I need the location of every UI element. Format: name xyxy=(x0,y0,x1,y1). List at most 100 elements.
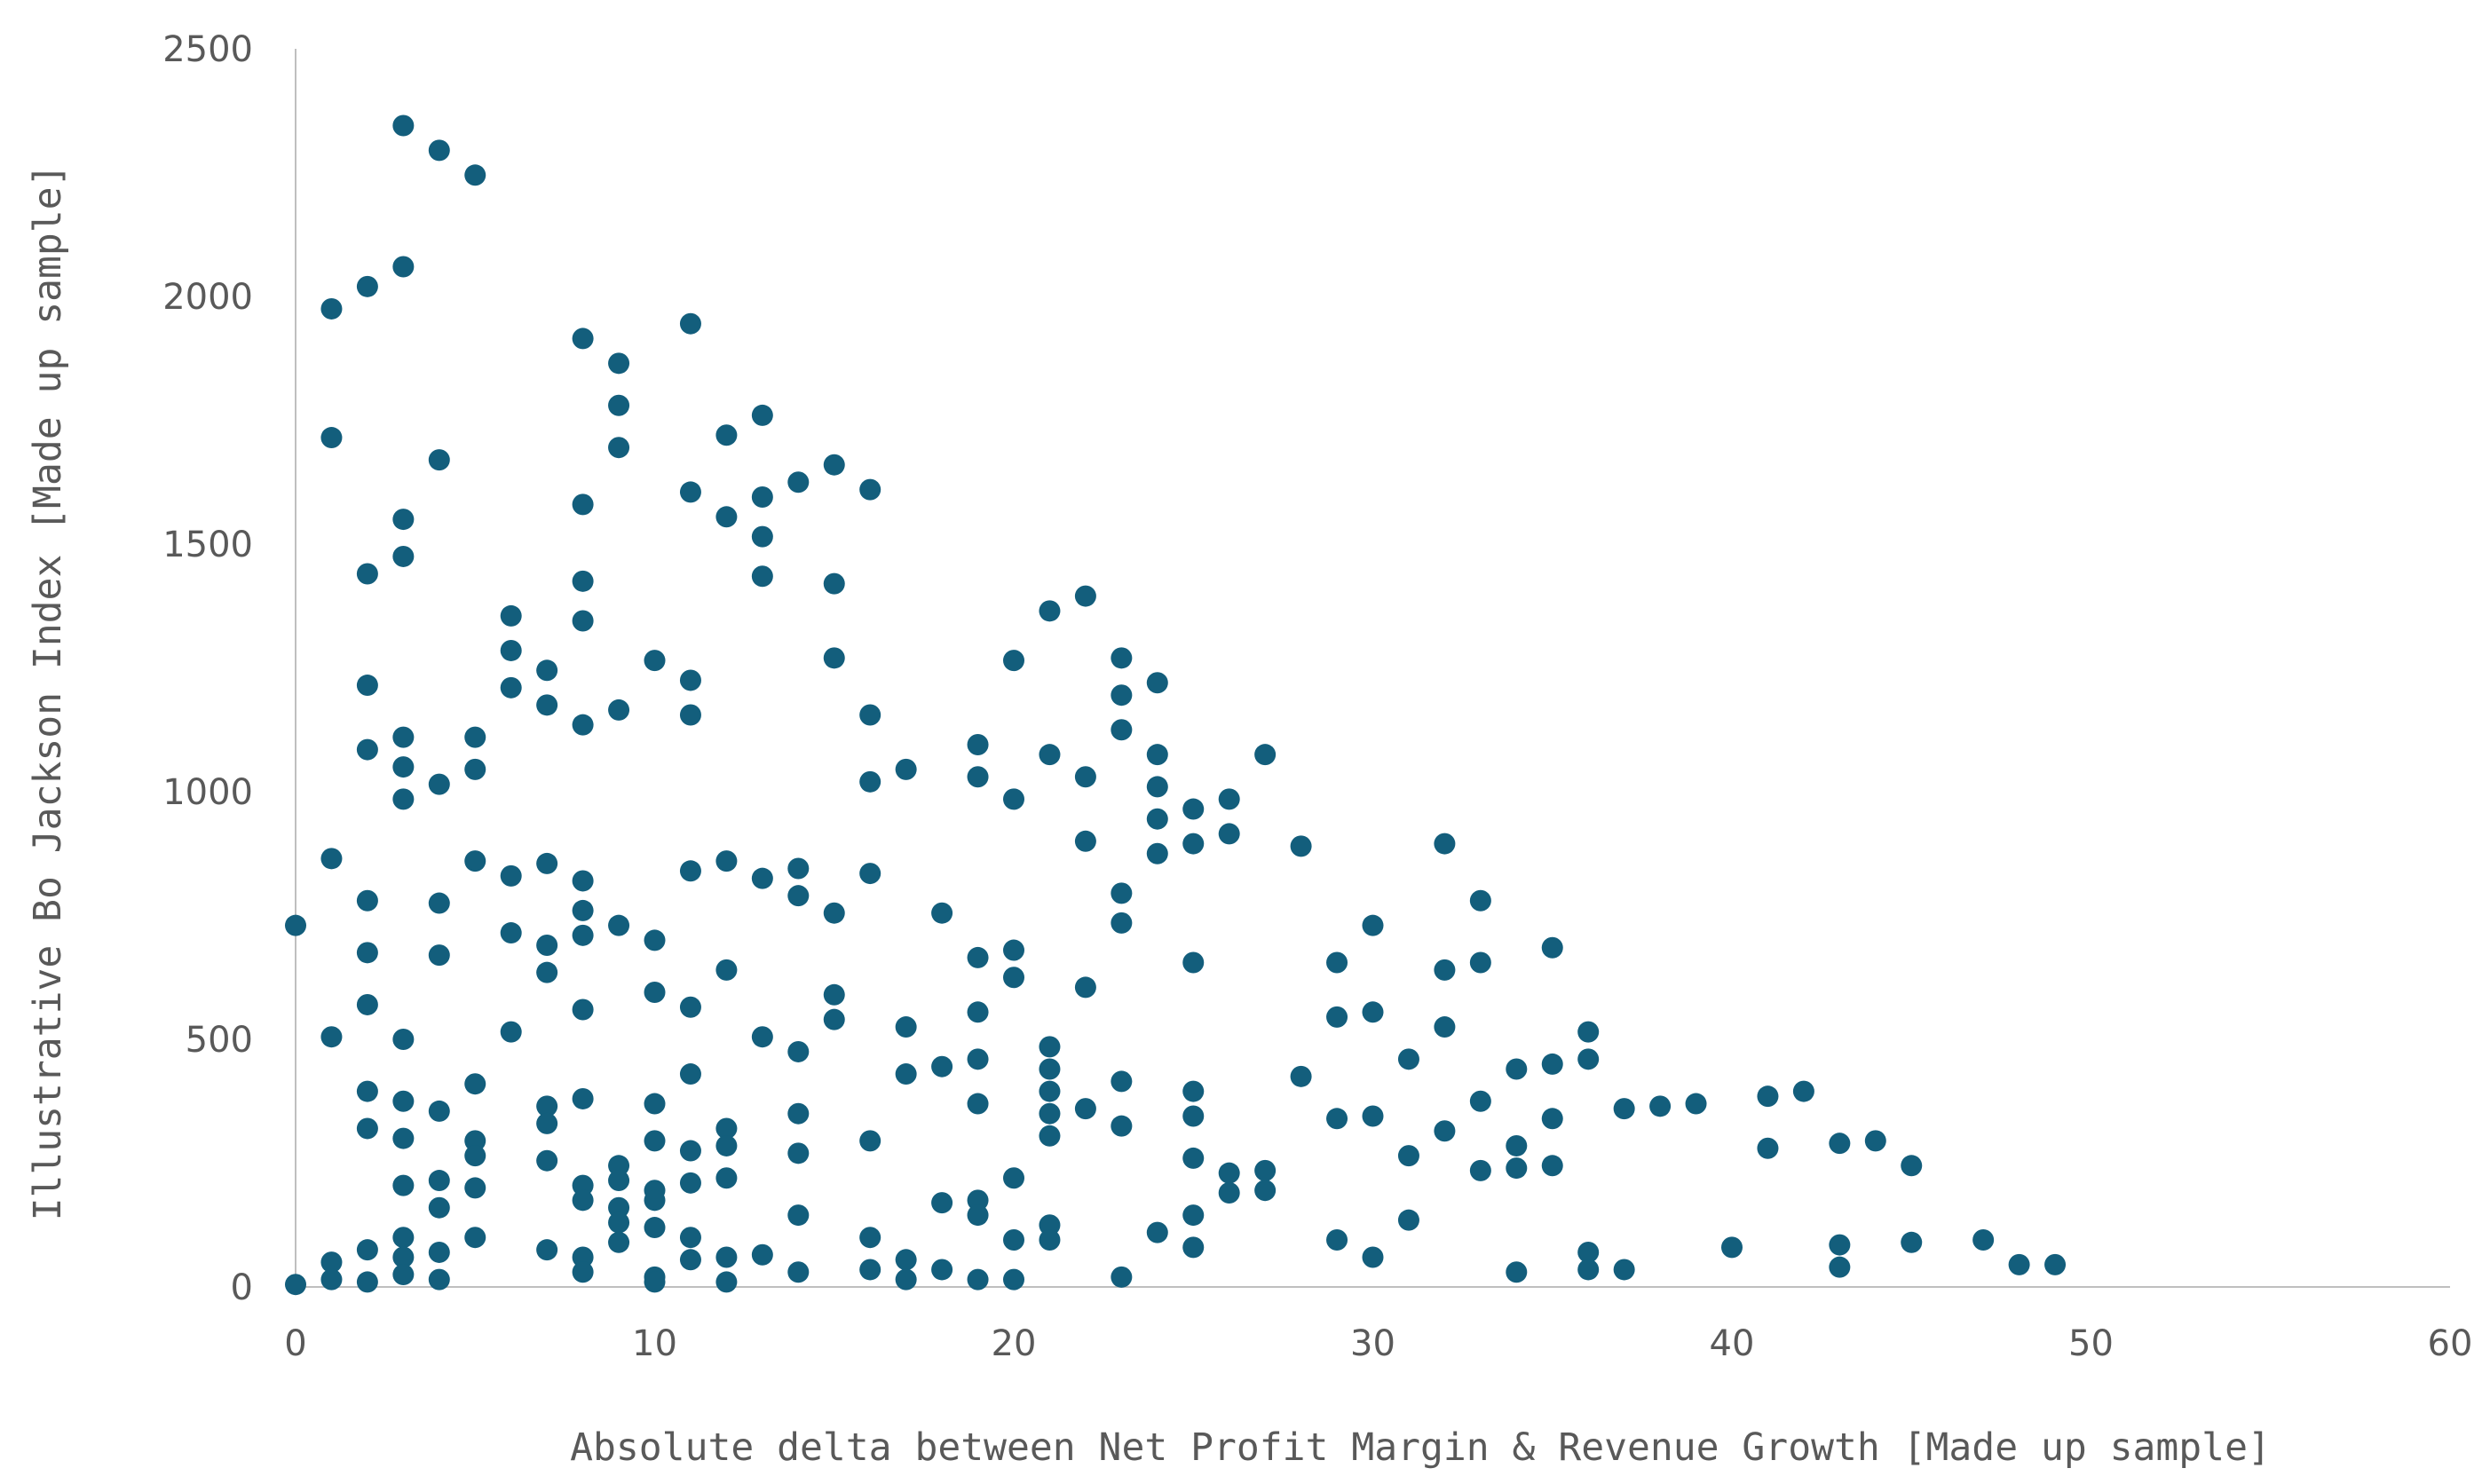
data-point xyxy=(1434,1120,1456,1142)
x-tick-labels: 0 10 20 30 40 50 60 xyxy=(284,1323,2472,1364)
data-point xyxy=(428,944,450,967)
data-point xyxy=(1111,912,1133,934)
y-tick-label: 1500 xyxy=(162,525,253,565)
data-point xyxy=(751,1243,773,1266)
data-point xyxy=(823,454,845,476)
x-tick-label: 0 xyxy=(284,1323,306,1364)
data-point xyxy=(356,1239,378,1261)
data-point xyxy=(1721,1236,1743,1259)
data-point xyxy=(572,1261,594,1283)
data-point xyxy=(1218,823,1240,845)
data-point xyxy=(572,924,594,946)
data-point xyxy=(679,1063,701,1085)
data-point xyxy=(679,996,701,1018)
data-point xyxy=(1003,967,1024,989)
data-point xyxy=(1362,914,1384,936)
data-point xyxy=(931,902,953,924)
data-point xyxy=(1613,1098,1635,1120)
data-point xyxy=(356,1080,378,1102)
data-point xyxy=(500,922,522,944)
data-point xyxy=(859,770,881,793)
data-point xyxy=(1111,684,1133,706)
data-point xyxy=(715,424,738,446)
data-point xyxy=(392,756,415,778)
data-point xyxy=(751,525,773,548)
data-point xyxy=(1829,1133,1851,1155)
y-axis-title: Illustrative Bo Jackson Index [Made up s… xyxy=(26,164,70,1221)
data-point xyxy=(895,1268,917,1291)
data-point xyxy=(392,726,415,748)
data-point xyxy=(1541,1155,1563,1177)
data-point xyxy=(464,1227,486,1249)
data-point xyxy=(1469,1090,1491,1112)
data-point xyxy=(644,929,666,951)
data-point xyxy=(1506,1058,1528,1080)
data-point xyxy=(751,565,773,588)
data-point xyxy=(536,852,558,874)
data-point xyxy=(967,1048,989,1070)
data-point xyxy=(1182,951,1205,974)
data-point xyxy=(715,959,738,981)
data-point xyxy=(1039,600,1061,622)
data-point xyxy=(464,850,486,872)
data-point xyxy=(715,1246,738,1268)
x-tick-label: 60 xyxy=(2428,1323,2473,1364)
data-point xyxy=(679,481,701,503)
y-tick-label: 0 xyxy=(231,1267,253,1308)
data-point xyxy=(320,1251,343,1274)
data-point xyxy=(572,1246,594,1268)
data-point xyxy=(895,1016,917,1038)
data-point xyxy=(1254,744,1277,766)
data-point xyxy=(1829,1256,1851,1278)
data-point xyxy=(1901,1155,1923,1177)
data-point xyxy=(644,1271,666,1293)
x-tick-label: 40 xyxy=(1710,1323,1755,1364)
data-point xyxy=(428,1241,450,1263)
data-point xyxy=(536,694,558,716)
data-point xyxy=(392,1127,415,1149)
data-point xyxy=(428,773,450,795)
data-point xyxy=(1182,833,1205,855)
data-point xyxy=(859,1130,881,1152)
x-tick-label: 50 xyxy=(2068,1323,2114,1364)
data-point xyxy=(572,899,594,921)
data-point xyxy=(320,427,343,449)
data-point xyxy=(1003,1228,1024,1251)
data-point xyxy=(679,1249,701,1271)
data-point xyxy=(356,675,378,697)
data-point xyxy=(644,1217,666,1239)
data-point xyxy=(1613,1259,1635,1281)
data-point xyxy=(1577,1048,1600,1070)
data-point xyxy=(679,1140,701,1162)
data-point xyxy=(536,1095,558,1117)
data-point xyxy=(464,1073,486,1095)
data-point xyxy=(967,1268,989,1291)
data-point xyxy=(285,1274,306,1296)
data-point xyxy=(967,1204,989,1227)
data-point xyxy=(500,639,522,661)
data-point xyxy=(859,863,881,885)
data-point xyxy=(1111,647,1133,669)
data-point xyxy=(1146,842,1168,864)
data-point xyxy=(1397,1209,1419,1231)
data-point xyxy=(1362,1105,1384,1127)
data-point xyxy=(428,892,450,914)
data-point xyxy=(1397,1145,1419,1167)
data-point xyxy=(644,1130,666,1152)
data-point xyxy=(1146,672,1168,694)
data-point xyxy=(428,139,450,162)
data-point xyxy=(1469,951,1491,974)
data-point xyxy=(1039,1058,1061,1080)
data-point xyxy=(644,1093,666,1115)
data-point xyxy=(392,1264,415,1286)
data-point xyxy=(572,328,594,350)
data-point xyxy=(2044,1253,2067,1275)
data-point xyxy=(1074,1098,1096,1120)
data-point xyxy=(320,1268,343,1291)
data-point xyxy=(1146,1221,1168,1243)
data-point xyxy=(1003,650,1024,672)
data-point xyxy=(428,449,450,471)
data-point xyxy=(1111,1115,1133,1137)
data-point xyxy=(1757,1085,1779,1108)
data-point xyxy=(572,570,594,592)
